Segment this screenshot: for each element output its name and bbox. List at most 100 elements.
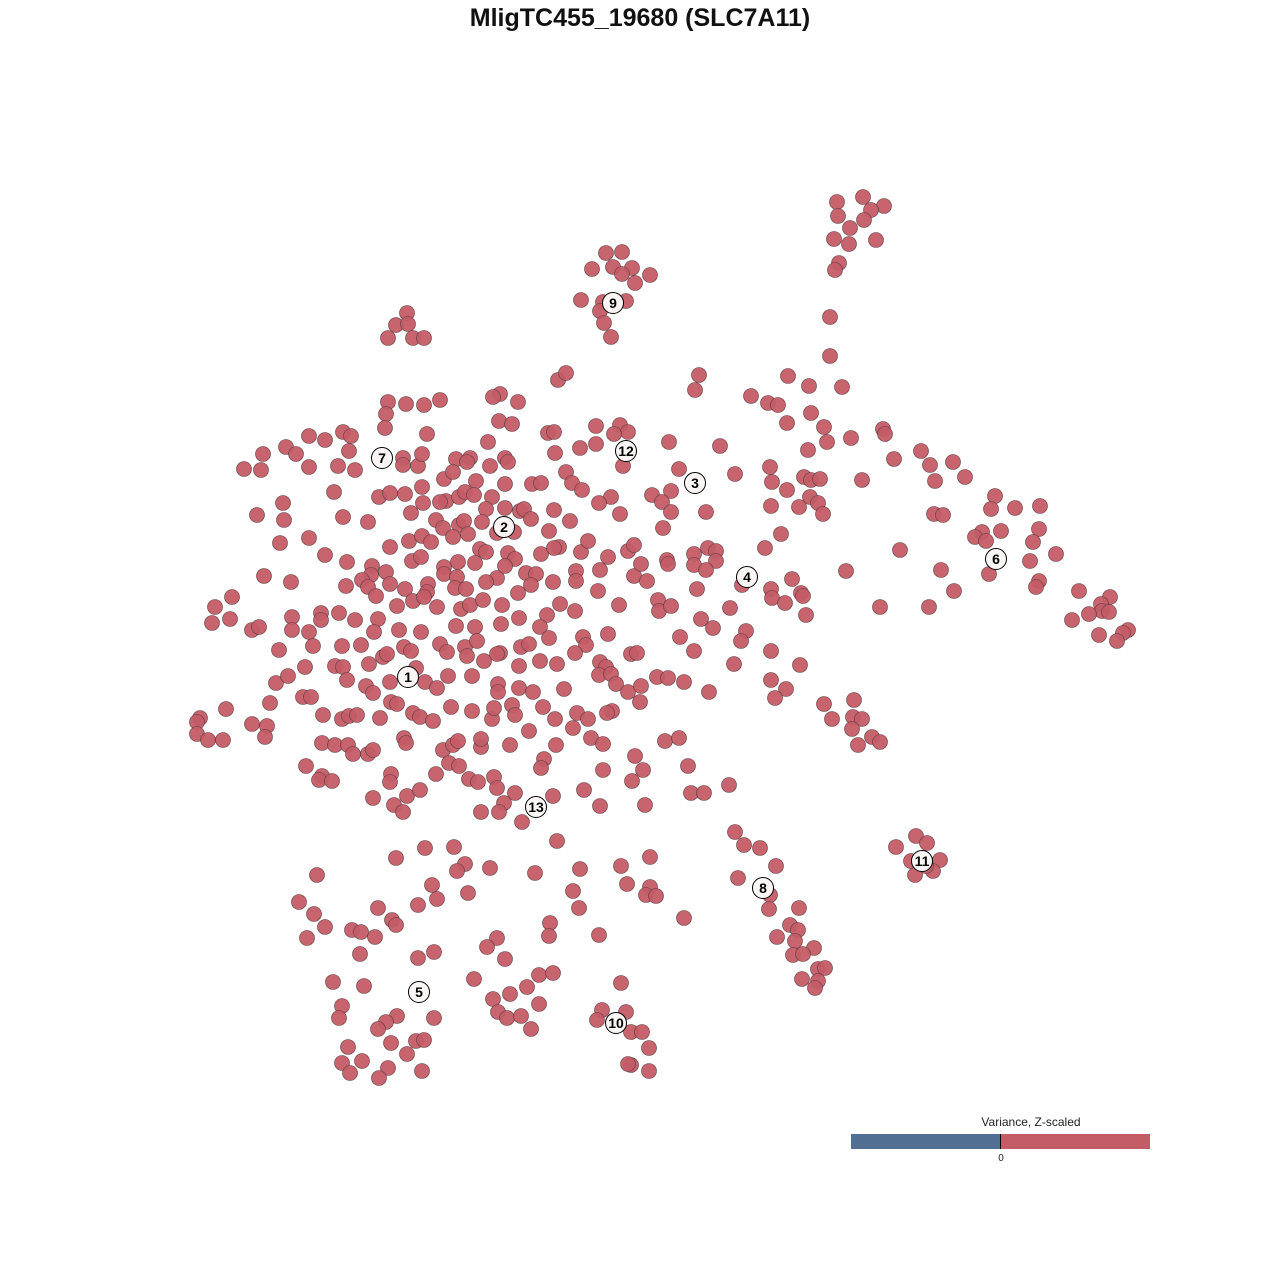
data-point bbox=[519, 979, 535, 995]
data-point bbox=[642, 849, 658, 865]
data-point bbox=[330, 458, 346, 474]
data-point bbox=[400, 316, 416, 332]
cluster-label-badge bbox=[911, 850, 933, 872]
data-point bbox=[382, 576, 398, 592]
data-point bbox=[770, 397, 786, 413]
data-point bbox=[722, 600, 738, 616]
data-point bbox=[204, 615, 220, 631]
data-point bbox=[222, 611, 238, 627]
data-point bbox=[620, 684, 636, 700]
data-point bbox=[578, 637, 594, 653]
data-point bbox=[340, 1039, 356, 1055]
data-point bbox=[614, 244, 630, 260]
data-point bbox=[769, 929, 785, 945]
data-point bbox=[403, 505, 419, 521]
data-point bbox=[432, 494, 448, 510]
data-point bbox=[573, 292, 589, 308]
data-point bbox=[1081, 606, 1097, 622]
data-point bbox=[576, 782, 592, 798]
data-point bbox=[872, 734, 888, 750]
data-point bbox=[598, 245, 614, 261]
data-point bbox=[303, 689, 319, 705]
data-point bbox=[549, 833, 565, 849]
data-point bbox=[657, 733, 673, 749]
data-point bbox=[275, 495, 291, 511]
data-point bbox=[391, 622, 407, 638]
cluster-label-text: 13 bbox=[528, 799, 544, 815]
data-point bbox=[795, 588, 811, 604]
data-point bbox=[671, 461, 687, 477]
cluster-label-text: 4 bbox=[743, 569, 751, 585]
data-point bbox=[539, 607, 555, 623]
data-point bbox=[654, 494, 670, 510]
data-point bbox=[689, 581, 705, 597]
data-point bbox=[378, 406, 394, 422]
data-point bbox=[592, 798, 608, 814]
data-point bbox=[584, 261, 600, 277]
data-point bbox=[521, 636, 537, 652]
data-point bbox=[417, 840, 433, 856]
data-point bbox=[339, 554, 355, 570]
data-point bbox=[592, 562, 608, 578]
data-point bbox=[547, 445, 563, 461]
data-point bbox=[1048, 546, 1064, 562]
data-point bbox=[331, 1010, 347, 1026]
data-point bbox=[572, 440, 588, 456]
data-point bbox=[502, 986, 518, 1002]
data-point bbox=[876, 198, 892, 214]
legend-tick-label: 0 bbox=[998, 1153, 1004, 1164]
data-point bbox=[309, 867, 325, 883]
data-point bbox=[497, 558, 513, 574]
data-point bbox=[460, 885, 476, 901]
data-point bbox=[633, 678, 649, 694]
data-point bbox=[410, 950, 426, 966]
data-point bbox=[661, 434, 677, 450]
data-point bbox=[445, 464, 461, 480]
cluster-label-5: 5 bbox=[408, 981, 430, 1003]
data-point bbox=[574, 482, 590, 498]
data-point bbox=[449, 863, 465, 879]
data-point bbox=[663, 504, 679, 520]
data-point bbox=[499, 1010, 515, 1026]
data-point bbox=[531, 996, 547, 1012]
data-point bbox=[365, 742, 381, 758]
data-point bbox=[680, 758, 696, 774]
data-point bbox=[892, 542, 908, 558]
data-point bbox=[698, 562, 714, 578]
data-point bbox=[671, 730, 687, 746]
data-point bbox=[218, 701, 234, 717]
data-point bbox=[1031, 521, 1047, 537]
data-point bbox=[983, 501, 999, 517]
data-point bbox=[459, 648, 475, 664]
data-point bbox=[504, 416, 520, 432]
data-point bbox=[317, 432, 333, 448]
data-point bbox=[1022, 553, 1038, 569]
data-point bbox=[361, 656, 377, 672]
data-point bbox=[382, 774, 398, 790]
data-point bbox=[696, 785, 712, 801]
data-point bbox=[648, 888, 664, 904]
data-point bbox=[415, 495, 431, 511]
data-point bbox=[207, 599, 223, 615]
cluster-label-text: 3 bbox=[691, 475, 699, 491]
data-point bbox=[399, 1046, 415, 1062]
data-point bbox=[919, 835, 935, 851]
data-point bbox=[620, 1056, 636, 1072]
data-point bbox=[372, 710, 388, 726]
data-point bbox=[473, 804, 489, 820]
data-point bbox=[360, 514, 376, 530]
data-point bbox=[370, 611, 386, 627]
data-point bbox=[595, 762, 611, 778]
data-point bbox=[482, 458, 498, 474]
data-point bbox=[568, 573, 584, 589]
data-point bbox=[687, 382, 703, 398]
cluster-label-6: 6 bbox=[985, 548, 1007, 570]
data-point bbox=[573, 544, 589, 560]
data-point bbox=[935, 507, 951, 523]
data-point bbox=[829, 194, 845, 210]
data-point bbox=[306, 906, 322, 922]
data-point bbox=[708, 553, 724, 569]
data-point bbox=[777, 595, 793, 611]
data-point bbox=[590, 583, 606, 599]
data-point bbox=[298, 758, 314, 774]
